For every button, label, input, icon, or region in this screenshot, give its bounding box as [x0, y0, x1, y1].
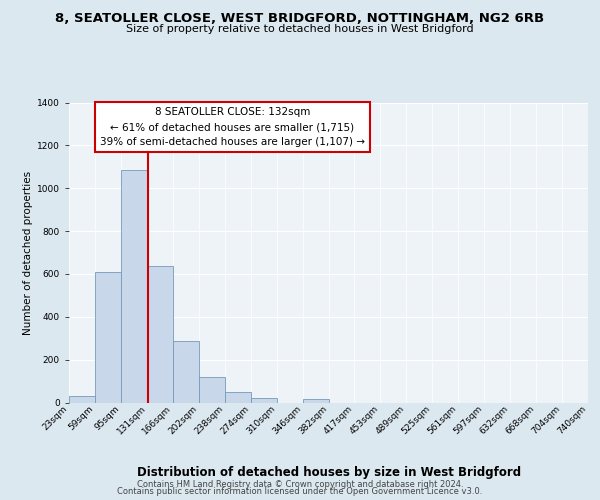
Y-axis label: Number of detached properties: Number of detached properties — [23, 170, 33, 334]
Bar — [303, 400, 329, 402]
Bar — [121, 170, 147, 402]
Bar — [173, 342, 199, 402]
Bar — [69, 396, 95, 402]
Bar — [95, 272, 121, 402]
Text: Contains HM Land Registry data © Crown copyright and database right 2024.: Contains HM Land Registry data © Crown c… — [137, 480, 463, 489]
Text: 8, SEATOLLER CLOSE, WEST BRIDGFORD, NOTTINGHAM, NG2 6RB: 8, SEATOLLER CLOSE, WEST BRIDGFORD, NOTT… — [55, 12, 545, 26]
Text: 8 SEATOLLER CLOSE: 132sqm
← 61% of detached houses are smaller (1,715)
39% of se: 8 SEATOLLER CLOSE: 132sqm ← 61% of detac… — [100, 107, 365, 148]
Bar — [251, 398, 277, 402]
Text: Distribution of detached houses by size in West Bridgford: Distribution of detached houses by size … — [137, 466, 521, 479]
Text: Size of property relative to detached houses in West Bridgford: Size of property relative to detached ho… — [126, 24, 474, 34]
Bar — [199, 377, 224, 402]
Text: Contains public sector information licensed under the Open Government Licence v3: Contains public sector information licen… — [118, 487, 482, 496]
Bar — [224, 392, 251, 402]
Bar — [147, 266, 173, 402]
